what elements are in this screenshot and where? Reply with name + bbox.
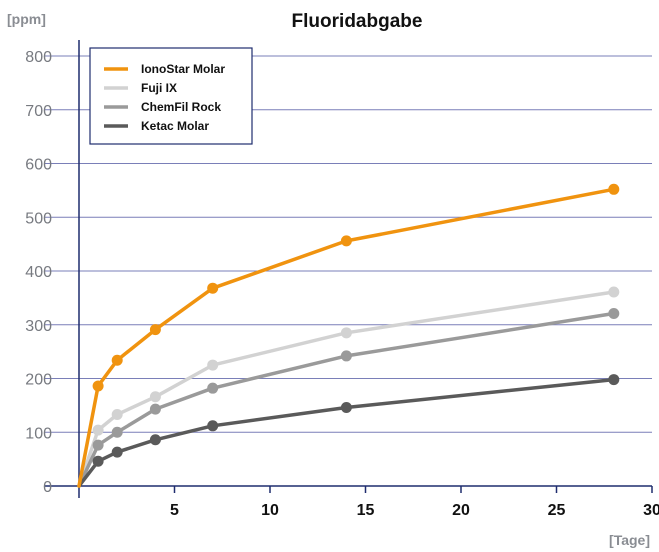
data-point <box>207 420 219 432</box>
data-point <box>92 380 104 392</box>
legend-label: Fuji IX <box>141 81 177 95</box>
data-point <box>340 235 352 247</box>
series-ketac-molar <box>77 374 620 488</box>
data-point <box>92 424 104 436</box>
y-tick-label: 500 <box>25 210 52 227</box>
legend: IonoStar Molar Fuji IX ChemFil Rock Ketac M… <box>89 47 253 145</box>
data-point <box>149 434 161 446</box>
data-point <box>608 286 620 298</box>
data-point <box>111 409 123 421</box>
series-lines <box>77 183 620 488</box>
x-tick-label: 25 <box>548 502 566 519</box>
x-tick-labels: 5 10 15 20 25 30 <box>170 502 659 519</box>
series-ionostar-molar <box>77 183 620 488</box>
x-tick-label: 10 <box>261 502 279 519</box>
data-point <box>207 382 219 394</box>
data-point <box>340 402 352 414</box>
data-point <box>340 327 352 339</box>
legend-label: ChemFil Rock <box>141 100 221 114</box>
axes <box>44 40 653 498</box>
y-tick-label: 200 <box>25 372 52 389</box>
data-point <box>207 282 219 294</box>
data-point <box>149 391 161 403</box>
x-tick-label: 15 <box>357 502 375 519</box>
data-point <box>111 426 123 438</box>
y-tick-label: 300 <box>25 318 52 335</box>
x-tick-label: 20 <box>452 502 470 519</box>
y-tick-label: 100 <box>25 425 52 442</box>
data-point <box>92 439 104 451</box>
x-axis-label: [Tage] <box>609 532 650 548</box>
y-tick-labels: 0 100 200 300 400 500 600 700 800 <box>25 49 52 496</box>
data-point <box>111 446 123 458</box>
y-axis-label: [ppm] <box>7 11 46 27</box>
y-tick-label: 0 <box>43 479 52 496</box>
series-chemfil-rock <box>77 307 620 488</box>
series-fuji-ix <box>77 286 620 488</box>
y-tick-label: 700 <box>25 103 52 120</box>
data-point <box>111 354 123 366</box>
y-tick-label: 400 <box>25 264 52 281</box>
data-point <box>92 455 104 467</box>
data-point <box>608 183 620 195</box>
y-tick-label: 800 <box>25 49 52 66</box>
legend-box <box>89 47 253 145</box>
x-tick-label: 5 <box>170 502 179 519</box>
x-tick-label: 30 <box>643 502 659 519</box>
data-point <box>149 324 161 336</box>
chart-title: Fluoridabgabe <box>292 11 423 32</box>
legend-label: Ketac Molar <box>141 119 209 133</box>
data-point <box>608 374 620 386</box>
data-point <box>207 359 219 371</box>
data-point <box>608 307 620 319</box>
data-point <box>149 403 161 415</box>
y-tick-label: 600 <box>25 157 52 174</box>
data-point <box>340 350 352 362</box>
legend-label: IonoStar Molar <box>141 62 225 76</box>
